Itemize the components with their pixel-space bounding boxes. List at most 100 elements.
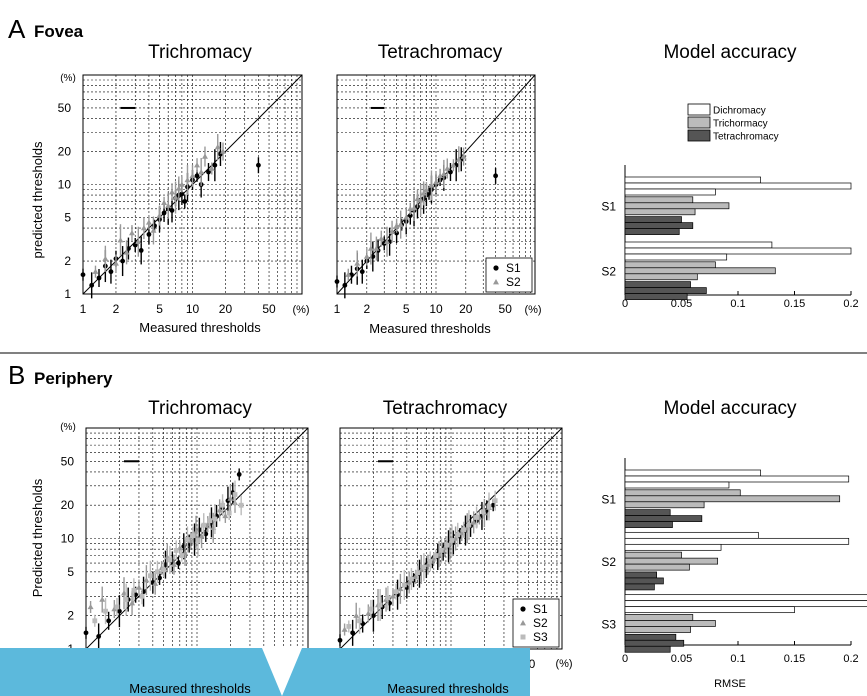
x-tick-label: 20	[219, 302, 233, 316]
bar	[624, 537, 850, 545]
bar	[624, 475, 850, 483]
x-tick-label: 0.1	[730, 653, 745, 665]
y-tick-label: 1	[64, 287, 71, 301]
data-point-s2	[440, 170, 447, 177]
a-tetra-title: Tetrachromacy	[378, 42, 503, 63]
bar	[624, 639, 685, 647]
legend-label: Tetrachromacy	[713, 132, 779, 143]
data-point-s2	[227, 495, 234, 501]
data-point-s2	[220, 148, 227, 154]
bar	[624, 645, 671, 653]
x-tick-label: 0.2	[843, 298, 858, 310]
data-point-s2	[397, 585, 404, 592]
a-tri-x-unit: (%)	[292, 304, 309, 316]
data-point-s1	[236, 472, 242, 477]
data-point-s3	[377, 602, 383, 608]
bar	[624, 267, 776, 275]
data-point-s1	[206, 169, 211, 175]
bar	[624, 287, 707, 294]
x-tick-label: 1	[334, 302, 341, 316]
x-tick-label: 0.05	[671, 298, 692, 310]
footer-band-notch	[262, 648, 302, 696]
x-tick-label: 0.2	[843, 653, 858, 665]
x-tick-label: 0.15	[784, 298, 805, 310]
data-point-s2	[424, 561, 431, 567]
panel-a-letter: A	[8, 14, 26, 44]
y-tick-label: 10	[61, 532, 75, 546]
data-point-s1	[212, 162, 218, 168]
data-point-s2	[208, 165, 215, 171]
data-point-s1	[106, 618, 112, 624]
data-point-s2	[417, 197, 424, 203]
data-point-s2	[170, 561, 177, 567]
data-point-s3	[393, 589, 399, 595]
bar	[624, 626, 691, 633]
x-tick-label: 20	[459, 302, 473, 316]
data-point-s3	[92, 618, 98, 624]
data-point-s2	[112, 260, 119, 266]
data-point-s1	[370, 254, 376, 259]
bar	[624, 241, 773, 249]
data-point-s2	[365, 610, 372, 616]
data-point-s3	[212, 516, 218, 522]
data-point-s1	[194, 173, 200, 179]
bar	[624, 253, 728, 261]
data-point-s3	[139, 593, 145, 599]
data-point-s3	[415, 570, 420, 576]
data-point-s2	[201, 153, 208, 159]
data-point-s2	[161, 199, 168, 206]
a-tetra-xlabel: Measured thresholds	[369, 321, 491, 336]
data-point-s2	[172, 194, 179, 200]
data-point-s1	[394, 230, 400, 236]
legend-label: Dichromacy	[713, 106, 766, 117]
data-point-s1	[80, 272, 86, 278]
data-point-s2	[470, 519, 477, 525]
a-ylabel: predicted thresholds	[30, 141, 45, 259]
data-point-s2	[414, 195, 421, 202]
data-point-s3	[131, 587, 137, 593]
data-point-s2	[345, 271, 352, 277]
data-point-s1	[146, 232, 152, 237]
data-point-s3	[461, 527, 467, 533]
data-point-s2	[433, 179, 439, 185]
data-point-s3	[474, 515, 479, 520]
bar	[624, 182, 852, 190]
data-point-s3	[161, 567, 166, 573]
b-ylabel: Predicted thresholds	[30, 478, 45, 597]
category-label: S3	[601, 617, 616, 631]
bar	[624, 551, 682, 559]
data-point-s1	[490, 502, 496, 508]
category-label: S1	[601, 200, 616, 214]
plot-frame	[82, 74, 303, 295]
data-point-s3	[190, 533, 196, 539]
data-point-s2	[150, 227, 157, 233]
bar	[624, 481, 730, 489]
data-point-s2	[460, 153, 467, 159]
data-point-s2	[389, 593, 396, 599]
bar	[624, 176, 761, 184]
y-tick-label: 2	[67, 609, 74, 623]
data-point-s1	[371, 613, 376, 619]
bar	[624, 293, 688, 300]
y-tick-label: 10	[58, 178, 72, 192]
data-point-s1	[89, 282, 95, 288]
data-point-s2	[373, 245, 380, 251]
a-tri-scatter: 1 2 5 10 20 50 1 2 5 10 20 50	[58, 74, 303, 316]
data-point-s2	[156, 212, 163, 218]
data-point-s1	[337, 637, 343, 643]
bar	[624, 273, 698, 281]
bar	[624, 509, 671, 516]
category-label: S2	[601, 555, 616, 569]
data-point-s2	[117, 237, 124, 243]
b-tri-y-unit: (%)	[60, 422, 76, 433]
data-point-s1	[359, 269, 365, 275]
y-tick-label: 2	[64, 254, 71, 268]
data-point-s2	[92, 268, 99, 274]
data-point-s2	[406, 579, 413, 585]
a-tri-title: Trichromacy	[148, 42, 252, 63]
data-point-s1	[182, 199, 188, 204]
b-tetra-x-unit: (%)	[555, 658, 572, 670]
legend-marker	[493, 265, 499, 271]
data-point-s3	[385, 595, 391, 601]
